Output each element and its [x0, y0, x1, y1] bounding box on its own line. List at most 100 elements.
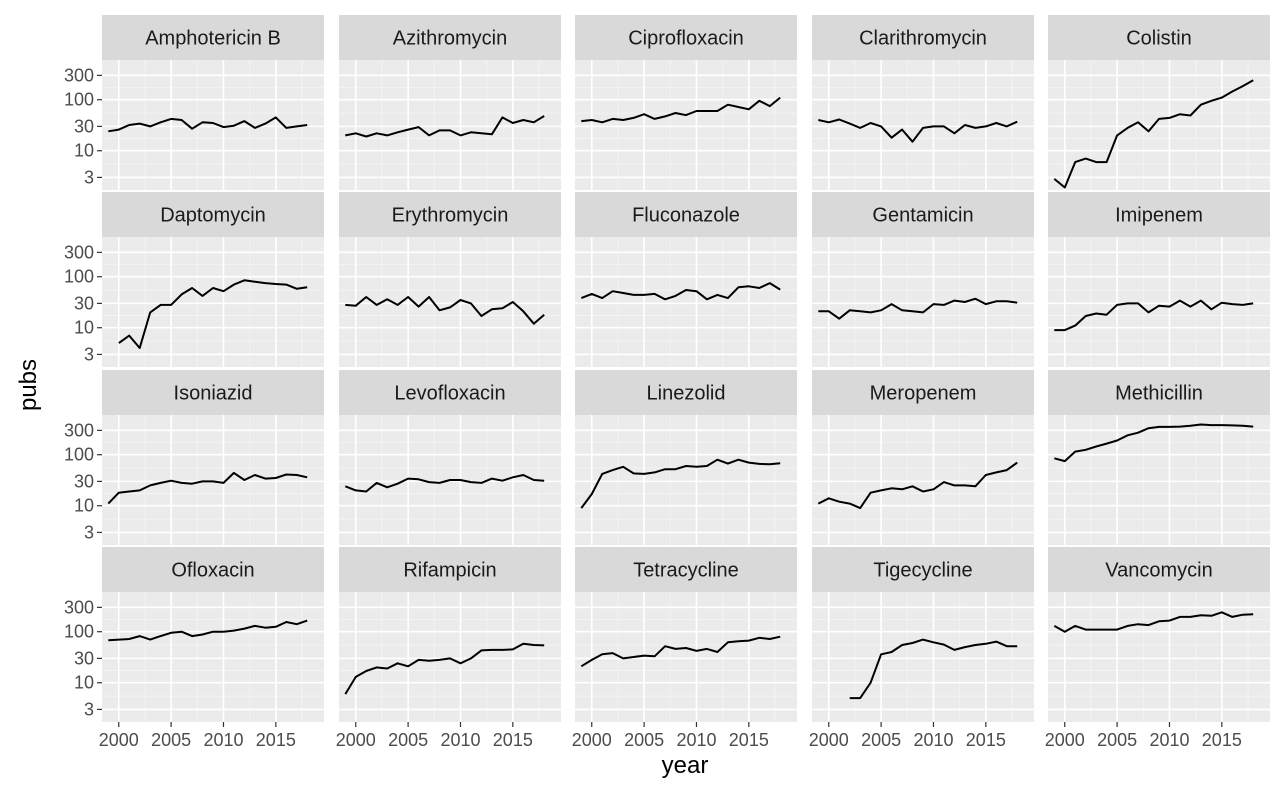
strip-background: [339, 192, 561, 237]
panel-fluconazole: Fluconazole: [575, 192, 797, 367]
strip-label: Erythromycin: [392, 205, 509, 227]
series-line: [345, 296, 545, 325]
strip-background: [812, 547, 1034, 592]
x-tick-label: 2010: [913, 730, 953, 750]
panel-background: [575, 415, 797, 545]
strip-background: [812, 370, 1034, 415]
panel-gentamicin: Gentamicin: [812, 192, 1034, 367]
strip-background: [339, 370, 561, 415]
strip-background: [575, 547, 797, 592]
strip-background: [1048, 192, 1270, 237]
y-tick-label: 10: [74, 673, 94, 693]
x-tick-label: 2010: [1149, 730, 1189, 750]
series-line: [108, 619, 308, 642]
x-tick-label: 2005: [388, 730, 428, 750]
strip-label: Colistin: [1126, 28, 1192, 50]
series-line: [344, 642, 545, 695]
x-tick-label: 2005: [151, 730, 191, 750]
panel-linezolid: Linezolid: [575, 370, 797, 545]
strip-background: [339, 547, 561, 592]
strip-label: Ciprofloxacin: [628, 28, 744, 50]
y-tick-label: 300: [64, 65, 94, 85]
panel-background: [1048, 60, 1270, 190]
strip-label: Linezolid: [647, 383, 726, 405]
y-tick-label: 300: [64, 242, 94, 262]
series-line: [344, 474, 545, 493]
strip-background: [1048, 370, 1270, 415]
panel-background: [812, 415, 1034, 545]
panel-imipenem: Imipenem: [1048, 192, 1270, 367]
series-line: [118, 279, 308, 349]
x-tick-label: 2000: [336, 730, 376, 750]
panel-clarithromycin: Clarithromycin: [812, 15, 1034, 190]
series-line: [1054, 423, 1254, 463]
series-line: [817, 461, 1018, 510]
panel-background: [339, 592, 561, 722]
x-tick-label: 2015: [1202, 730, 1242, 750]
strip-label: Tigecycline: [873, 560, 972, 582]
y-tick-label: 100: [64, 267, 94, 287]
y-tick-label: 3: [84, 699, 94, 719]
panel-tetracycline: Tetracycline: [575, 547, 797, 722]
panel-azithromycin: Azithromycin: [339, 15, 561, 190]
y-tick-label: 100: [64, 622, 94, 642]
series-line: [580, 282, 781, 301]
x-tick-label: 2000: [572, 730, 612, 750]
strip-background: [102, 192, 324, 237]
y-tick-label: 300: [64, 420, 94, 440]
y-tick-label: 30: [74, 293, 94, 313]
strip-background: [575, 370, 797, 415]
panel-background: [812, 592, 1034, 722]
facet-panels: Amphotericin B Azithromycin Ciprofloxacin C…: [102, 15, 1270, 722]
y-tick-label: 3: [84, 344, 94, 364]
strip-label: Methicillin: [1115, 383, 1203, 405]
strip-label: Azithromycin: [393, 28, 507, 50]
strip-background: [1048, 547, 1270, 592]
panel-background: [1048, 415, 1270, 545]
panel-isoniazid: Isoniazid: [102, 370, 324, 545]
series-line: [580, 458, 781, 509]
series-line: [1054, 299, 1254, 332]
panel-levofloxacin: Levofloxacin: [339, 370, 561, 545]
panel-ciprofloxacin: Ciprofloxacin: [575, 15, 797, 190]
strip-label: Vancomycin: [1105, 560, 1212, 582]
strip-label: Meropenem: [870, 383, 977, 405]
strip-label: Fluconazole: [632, 205, 740, 227]
panel-daptomycin: Daptomycin: [102, 192, 324, 367]
panel-background: [339, 60, 561, 190]
strip-label: Gentamicin: [872, 205, 973, 227]
y-tick-label: 3: [84, 522, 94, 542]
panel-background: [812, 60, 1034, 190]
strip-background: [575, 15, 797, 60]
x-tick-label: 2005: [861, 730, 901, 750]
strip-label: Daptomycin: [160, 205, 266, 227]
series-line: [108, 116, 308, 133]
panel-background: [102, 60, 324, 190]
strip-background: [339, 15, 561, 60]
strip-label: Tetracycline: [633, 560, 739, 582]
strip-background: [102, 547, 324, 592]
panel-tigecycline: Tigecycline: [812, 547, 1034, 722]
series-line: [345, 115, 545, 138]
panel-background: [102, 415, 324, 545]
x-tick-label: 2005: [1097, 730, 1137, 750]
panel-background: [102, 592, 324, 722]
y-tick-label: 10: [74, 141, 94, 161]
panel-background: [1048, 237, 1270, 367]
panel-background: [1048, 592, 1270, 722]
panel-vancomycin: Vancomycin: [1048, 547, 1270, 722]
series-line: [581, 96, 781, 124]
panel-background: [575, 60, 797, 190]
y-tick-label: 100: [64, 445, 94, 465]
y-tick-label: 30: [74, 116, 94, 136]
panel-colistin: Colistin: [1048, 15, 1270, 190]
strip-background: [812, 192, 1034, 237]
panel-erythromycin: Erythromycin: [339, 192, 561, 367]
series-line: [107, 471, 308, 505]
y-tick-label: 100: [64, 90, 94, 110]
panel-amphotericin-b: Amphotericin B: [102, 15, 324, 190]
x-tick-label: 2015: [966, 730, 1006, 750]
series-line: [849, 638, 1018, 700]
series-line: [1053, 79, 1254, 189]
